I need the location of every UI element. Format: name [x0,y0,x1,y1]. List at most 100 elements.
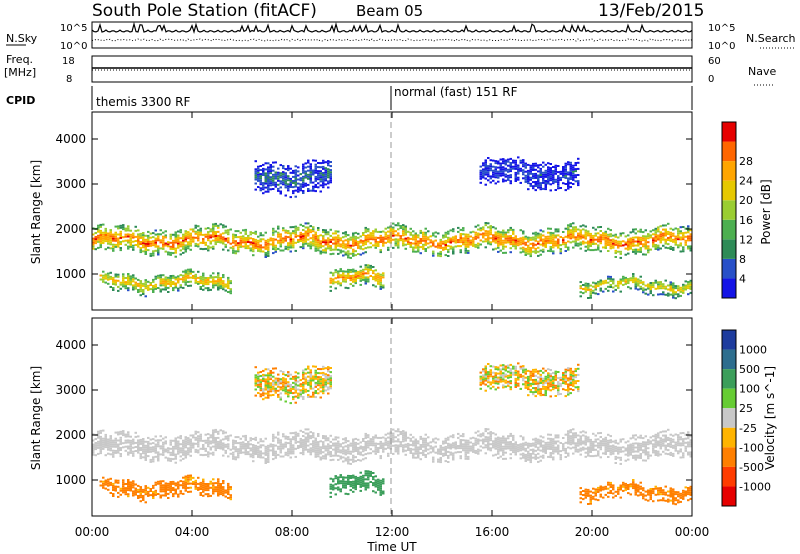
velocity-cell [467,457,470,460]
power-cell [667,230,670,233]
velocity-cell [439,459,442,461]
power-cell [287,242,290,245]
velocity-cell [119,438,122,441]
power-cell [164,236,167,239]
velocity-cell [444,441,447,444]
power-cell [509,164,512,166]
power-cell [409,244,412,246]
velocity-cell [519,447,522,450]
power-cell [104,227,107,230]
power-cell [597,236,600,239]
power-cell [629,237,632,240]
velocity-cell [432,458,435,461]
velocity-cell [104,444,107,446]
power-cell [324,177,327,180]
power-cell [582,228,585,231]
velocity-cell [277,439,280,442]
velocity-cell [222,454,225,457]
power-cell [464,247,467,250]
velocity-cell [219,445,222,448]
power-cell [249,233,252,236]
velocity-cell [589,438,592,441]
velocity-cell [274,436,277,439]
power-cell [512,232,515,235]
power-cell [199,247,202,250]
power-cell [174,239,177,242]
power-cell [334,248,337,251]
velocity-cell [587,438,590,441]
power-cell [367,234,370,237]
velocity-cell [162,447,165,450]
power-cell [259,240,262,243]
power-cell [669,231,672,234]
velocity-cell [362,438,365,440]
power-cell [217,230,220,233]
power-cell [314,169,317,172]
velocity-cell [169,457,172,460]
power-cell [149,284,152,286]
velocity-cell [162,445,165,448]
velocity-cell [549,448,552,450]
velocity-cell [677,452,680,455]
velocity-cell [99,438,102,440]
power-cell [582,234,585,237]
power-cell [329,177,332,180]
power-cell [509,168,512,171]
power-cell [107,274,110,277]
power-cell [599,240,602,243]
power-cell [499,172,502,175]
velocity-cell [537,440,540,443]
power-cell [377,245,380,247]
power-cell [159,278,162,281]
velocity-cell [532,444,535,447]
power-cell [632,236,635,239]
power-cell [379,277,382,280]
power-cell [507,158,510,161]
velocity-cell [382,446,385,449]
power-cell [309,225,312,228]
power-cell [264,176,267,179]
power-cell [484,173,487,176]
velocity-cell [577,438,580,441]
power-cell [177,238,180,241]
velocity-cell [499,455,502,458]
power-cell [127,275,130,277]
velocity-cell [97,430,100,433]
power-cell [672,232,675,235]
velocity-cell [534,457,537,460]
power-cell [509,251,512,254]
velocity-cell [584,447,587,450]
power-cell [237,244,240,247]
power-cell [672,248,675,251]
velocity-cell [577,448,580,451]
power-cell [494,239,497,242]
velocity-cell [479,439,482,442]
power-cell [472,238,475,241]
power-cell [419,231,422,234]
cpid-panel: CPID themis 3300 RF normal (fast) 151 RF [6,85,693,110]
power-cell [379,283,382,286]
velocity-cell [324,437,327,440]
velocity-cell [197,445,200,448]
velocity-cell [392,452,395,455]
velocity-cell [579,453,582,456]
power-cell [397,228,400,231]
velocity-cell [494,443,497,446]
power-cell [132,274,135,277]
power-cell [339,243,342,246]
power-cell [487,173,490,176]
velocity-cell [599,448,602,451]
power-cell [314,179,317,182]
power-cell [104,234,107,236]
power-cell [564,168,567,171]
power-cell [579,237,582,240]
velocity-cell [659,441,662,444]
power-cell [309,163,312,166]
power-cell [529,178,532,181]
velocity-cell [139,438,142,441]
power-cell [482,168,485,171]
velocity-cell [314,441,317,444]
power-cell [669,283,672,286]
power-cell [284,178,287,181]
